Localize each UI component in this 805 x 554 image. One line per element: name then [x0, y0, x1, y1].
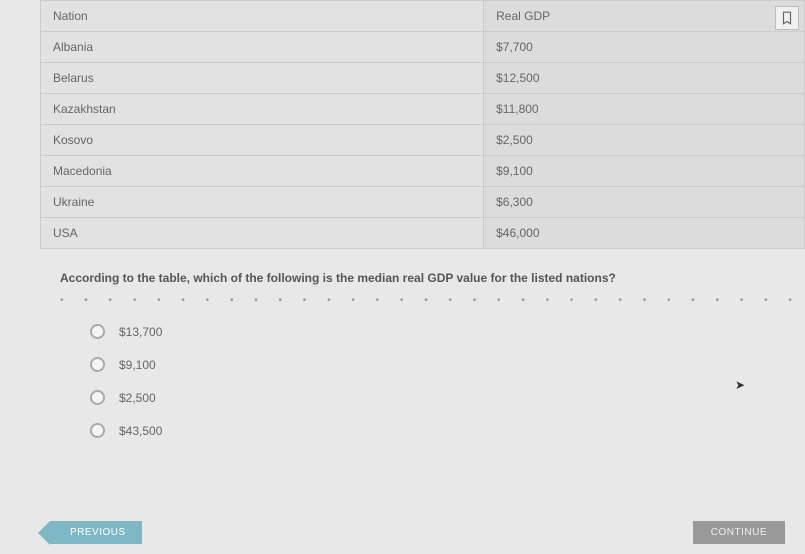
option-1[interactable]: $13,700 [90, 324, 805, 339]
option-label: $43,500 [119, 424, 162, 438]
cursor-icon: ➤ [735, 378, 745, 392]
gdp-cell: $11,800 [484, 94, 805, 125]
header-nation: Nation [41, 1, 484, 32]
bookmark-icon [780, 11, 794, 25]
option-label: $9,100 [119, 358, 156, 372]
table-row: Belarus $12,500 [41, 63, 805, 94]
answer-options: $13,700 $9,100 $2,500 $43,500 [90, 324, 805, 438]
gdp-table: Nation Real GDP Albania $7,700 Belarus $… [40, 0, 805, 249]
table-row: Albania $7,700 [41, 32, 805, 63]
radio-icon [90, 324, 105, 339]
option-3[interactable]: $2,500 [90, 390, 805, 405]
option-label: $2,500 [119, 391, 156, 405]
previous-button[interactable]: PREVIOUS [50, 521, 142, 544]
radio-icon [90, 423, 105, 438]
gdp-cell: $46,000 [484, 218, 805, 249]
radio-icon [90, 390, 105, 405]
table-row: Kosovo $2,500 [41, 125, 805, 156]
divider-dots: • • • • • • • • • • • • • • • • • • • • … [60, 295, 805, 306]
header-gdp: Real GDP [484, 1, 805, 32]
gdp-cell: $9,100 [484, 156, 805, 187]
bookmark-button[interactable] [775, 6, 799, 30]
gdp-cell: $6,300 [484, 187, 805, 218]
nation-cell: Kosovo [41, 125, 484, 156]
option-label: $13,700 [119, 325, 162, 339]
option-2[interactable]: $9,100 [90, 357, 805, 372]
nation-cell: Albania [41, 32, 484, 63]
radio-icon [90, 357, 105, 372]
nation-cell: USA [41, 218, 484, 249]
gdp-cell: $2,500 [484, 125, 805, 156]
table-row: Macedonia $9,100 [41, 156, 805, 187]
nation-cell: Ukraine [41, 187, 484, 218]
gdp-cell: $12,500 [484, 63, 805, 94]
nav-bar: PREVIOUS CONTINUE [50, 521, 785, 544]
option-4[interactable]: $43,500 [90, 423, 805, 438]
table-row: Ukraine $6,300 [41, 187, 805, 218]
gdp-cell: $7,700 [484, 32, 805, 63]
continue-button[interactable]: CONTINUE [693, 521, 785, 544]
nation-cell: Belarus [41, 63, 484, 94]
question-text: According to the table, which of the fol… [60, 271, 805, 285]
table-row: USA $46,000 [41, 218, 805, 249]
nation-cell: Kazakhstan [41, 94, 484, 125]
table-header-row: Nation Real GDP [41, 1, 805, 32]
question-content: Nation Real GDP Albania $7,700 Belarus $… [0, 0, 805, 438]
nation-cell: Macedonia [41, 156, 484, 187]
table-row: Kazakhstan $11,800 [41, 94, 805, 125]
